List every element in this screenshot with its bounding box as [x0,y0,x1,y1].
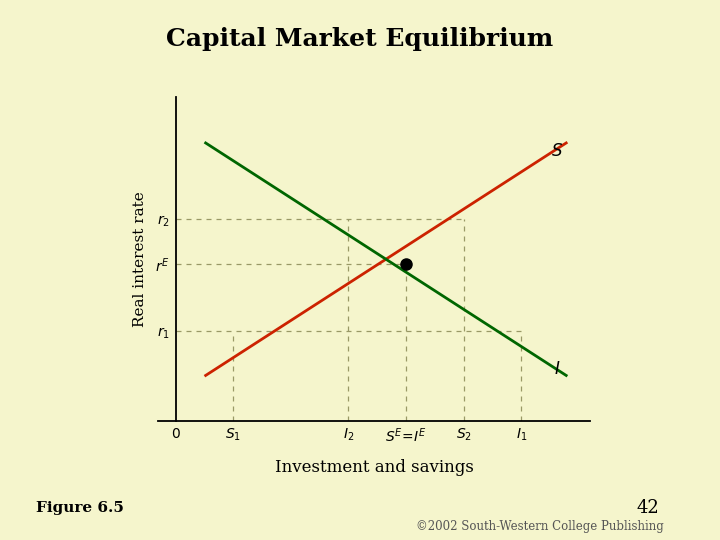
Text: $S$: $S$ [551,142,563,160]
Text: $I$: $I$ [554,361,560,379]
Text: Figure 6.5: Figure 6.5 [36,501,124,515]
Text: Capital Market Equilibrium: Capital Market Equilibrium [166,27,554,51]
X-axis label: Investment and savings: Investment and savings [275,459,474,476]
Text: 42: 42 [636,498,660,517]
Y-axis label: Real interest rate: Real interest rate [133,191,147,327]
Text: ©2002 South-Western College Publishing: ©2002 South-Western College Publishing [416,520,664,533]
